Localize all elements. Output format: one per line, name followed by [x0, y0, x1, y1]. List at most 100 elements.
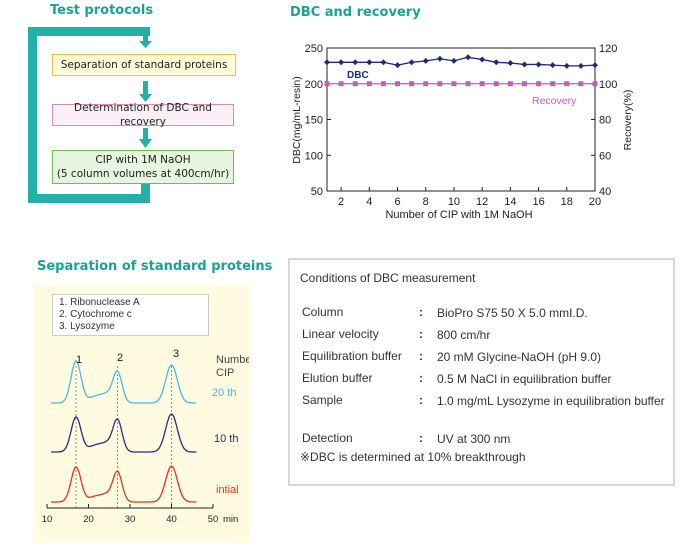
trace-label-20th: 20 th	[212, 387, 236, 399]
trace-label-10th: 10 th	[214, 433, 238, 445]
cip-label: CIP	[216, 367, 234, 379]
step-cip: CIP with 1M NaOH (5 column volumes at 40…	[52, 150, 234, 184]
flow-loop-bottom	[28, 194, 150, 203]
dbc-conditions-panel: Conditions of DBC measurement Column : B…	[288, 258, 675, 486]
y-right-tick-label: 100	[599, 79, 617, 91]
chromatogram: 10 20 30 40 50 1 2 3 Number of CIP 20 th 10 …	[42, 348, 249, 525]
condition-label: Equilibration buffer	[302, 349, 402, 363]
trace-initial	[51, 465, 197, 503]
data-point-recovery	[395, 81, 401, 87]
y-right-tick-label: 40	[599, 186, 611, 198]
time-tick-label: 50	[208, 514, 219, 525]
data-point-recovery	[352, 81, 358, 87]
data-point-recovery	[465, 81, 471, 87]
data-point-recovery	[437, 81, 443, 87]
data-point-dbc	[352, 59, 359, 66]
dbc-recovery-chart: 2 4 6 8 10 12 14 16 18 20 50 100 150 200 250 40 60 80 100 1…	[291, 43, 634, 221]
flow-loop-right-lower	[141, 184, 150, 203]
step-label: CIP with 1M NaOH	[95, 154, 191, 166]
step-label: Determination of DBC and recovery	[74, 102, 212, 128]
y-left-tick-label: 100	[305, 150, 323, 162]
condition-value: 1.0 mg/mL Lysozyme in equilibration buff…	[437, 394, 665, 408]
x-tick-label: 16	[532, 196, 544, 208]
arrow-down-icon	[143, 34, 148, 42]
data-point-dbc	[535, 61, 542, 68]
step-separation: Separation of standard proteins	[52, 54, 236, 76]
peak-label-2: 2	[117, 352, 123, 364]
data-point-recovery	[550, 81, 556, 87]
x-tick-label: 10	[448, 196, 460, 208]
conditions-title: Conditions of DBC measurement	[300, 271, 476, 285]
x-tick-label: 18	[561, 196, 573, 208]
data-point-recovery	[592, 81, 598, 87]
data-point-dbc	[592, 62, 598, 69]
arrow-down-icon	[139, 41, 152, 48]
chart-series	[324, 54, 598, 87]
data-point-dbc	[507, 60, 514, 67]
data-point-dbc	[436, 55, 443, 62]
x-tick-label: 14	[504, 196, 516, 208]
arrow-down-icon	[139, 139, 152, 148]
y-axis-right-label: Recovery(%)	[622, 90, 634, 151]
condition-label: Sample	[302, 393, 343, 407]
protocols-title: Test protocols	[50, 3, 154, 18]
time-tick-label: 30	[125, 514, 136, 525]
condition-value: UV at 300 nm	[437, 432, 511, 446]
series-label-dbc: DBC	[347, 70, 369, 81]
data-point-recovery	[479, 81, 485, 87]
chromatogram-traces	[51, 360, 197, 503]
data-point-dbc	[493, 59, 500, 66]
data-point-dbc	[563, 62, 570, 69]
condition-separator: :	[419, 349, 423, 363]
x-tick-label: 2	[338, 196, 344, 208]
dbc-chart-title: DBC and recovery	[290, 5, 421, 20]
step-sublabel: (5 column volumes at 400cm/hr)	[56, 168, 230, 180]
arrow-down-icon	[143, 81, 148, 96]
step-label: Separation of standard proteins	[60, 59, 228, 71]
data-point-dbc	[338, 59, 345, 66]
data-point-dbc	[324, 59, 330, 66]
data-point-recovery	[564, 81, 570, 87]
data-point-recovery	[493, 81, 499, 87]
cip-label: Number of	[216, 354, 249, 366]
x-unit-label: min	[223, 514, 238, 525]
data-point-dbc	[479, 56, 486, 63]
peak-label-3: 3	[173, 348, 179, 360]
data-point-recovery	[451, 81, 457, 87]
flow-loop-left	[28, 27, 37, 203]
data-point-recovery	[409, 81, 415, 87]
step-dbc-recovery: Determination of DBC and recovery	[52, 102, 234, 128]
y-axis-left-label: DBC(mg/mL-resin)	[291, 76, 303, 164]
arrow-down-icon	[143, 128, 148, 141]
y-right-tick-label: 120	[599, 43, 617, 55]
data-point-dbc	[549, 62, 556, 69]
y-right-tick-label: 80	[599, 115, 611, 127]
y-right-tick-label: 60	[599, 150, 611, 162]
condition-separator: :	[419, 305, 423, 319]
data-point-recovery	[380, 81, 386, 87]
arrow-down-icon	[139, 94, 152, 102]
time-tick-label: 10	[42, 514, 53, 525]
y-left-tick-label: 150	[305, 115, 323, 127]
data-point-dbc	[521, 61, 528, 68]
condition-value: BioPro S75 50 X 5.0 mmI.D.	[437, 306, 588, 320]
condition-label: Linear velocity	[302, 327, 379, 341]
y-left-tick-label: 200	[305, 79, 323, 91]
x-tick-label: 20	[589, 196, 601, 208]
x-tick-label: 6	[394, 196, 400, 208]
data-point-dbc	[577, 62, 584, 69]
data-point-recovery	[578, 81, 584, 87]
data-point-recovery	[338, 81, 344, 87]
breakthrough-note: ※DBC is determined at 10% breakthrough	[300, 450, 526, 464]
condition-label: Detection	[302, 431, 353, 445]
time-tick-label: 40	[166, 514, 177, 525]
condition-label: Elution buffer	[302, 371, 373, 385]
data-point-recovery	[521, 81, 527, 87]
protein-legend: 1. Ribonuclease A 2. Cytochrome c 3. Lys…	[52, 294, 209, 336]
flow-arrows	[139, 34, 152, 148]
time-axis: 10 20 30 40 50	[42, 504, 219, 525]
data-point-recovery	[366, 81, 372, 87]
series-label-recovery: Recovery	[532, 95, 577, 107]
condition-separator: :	[419, 393, 423, 407]
condition-value: 800 cm/hr	[437, 328, 491, 342]
